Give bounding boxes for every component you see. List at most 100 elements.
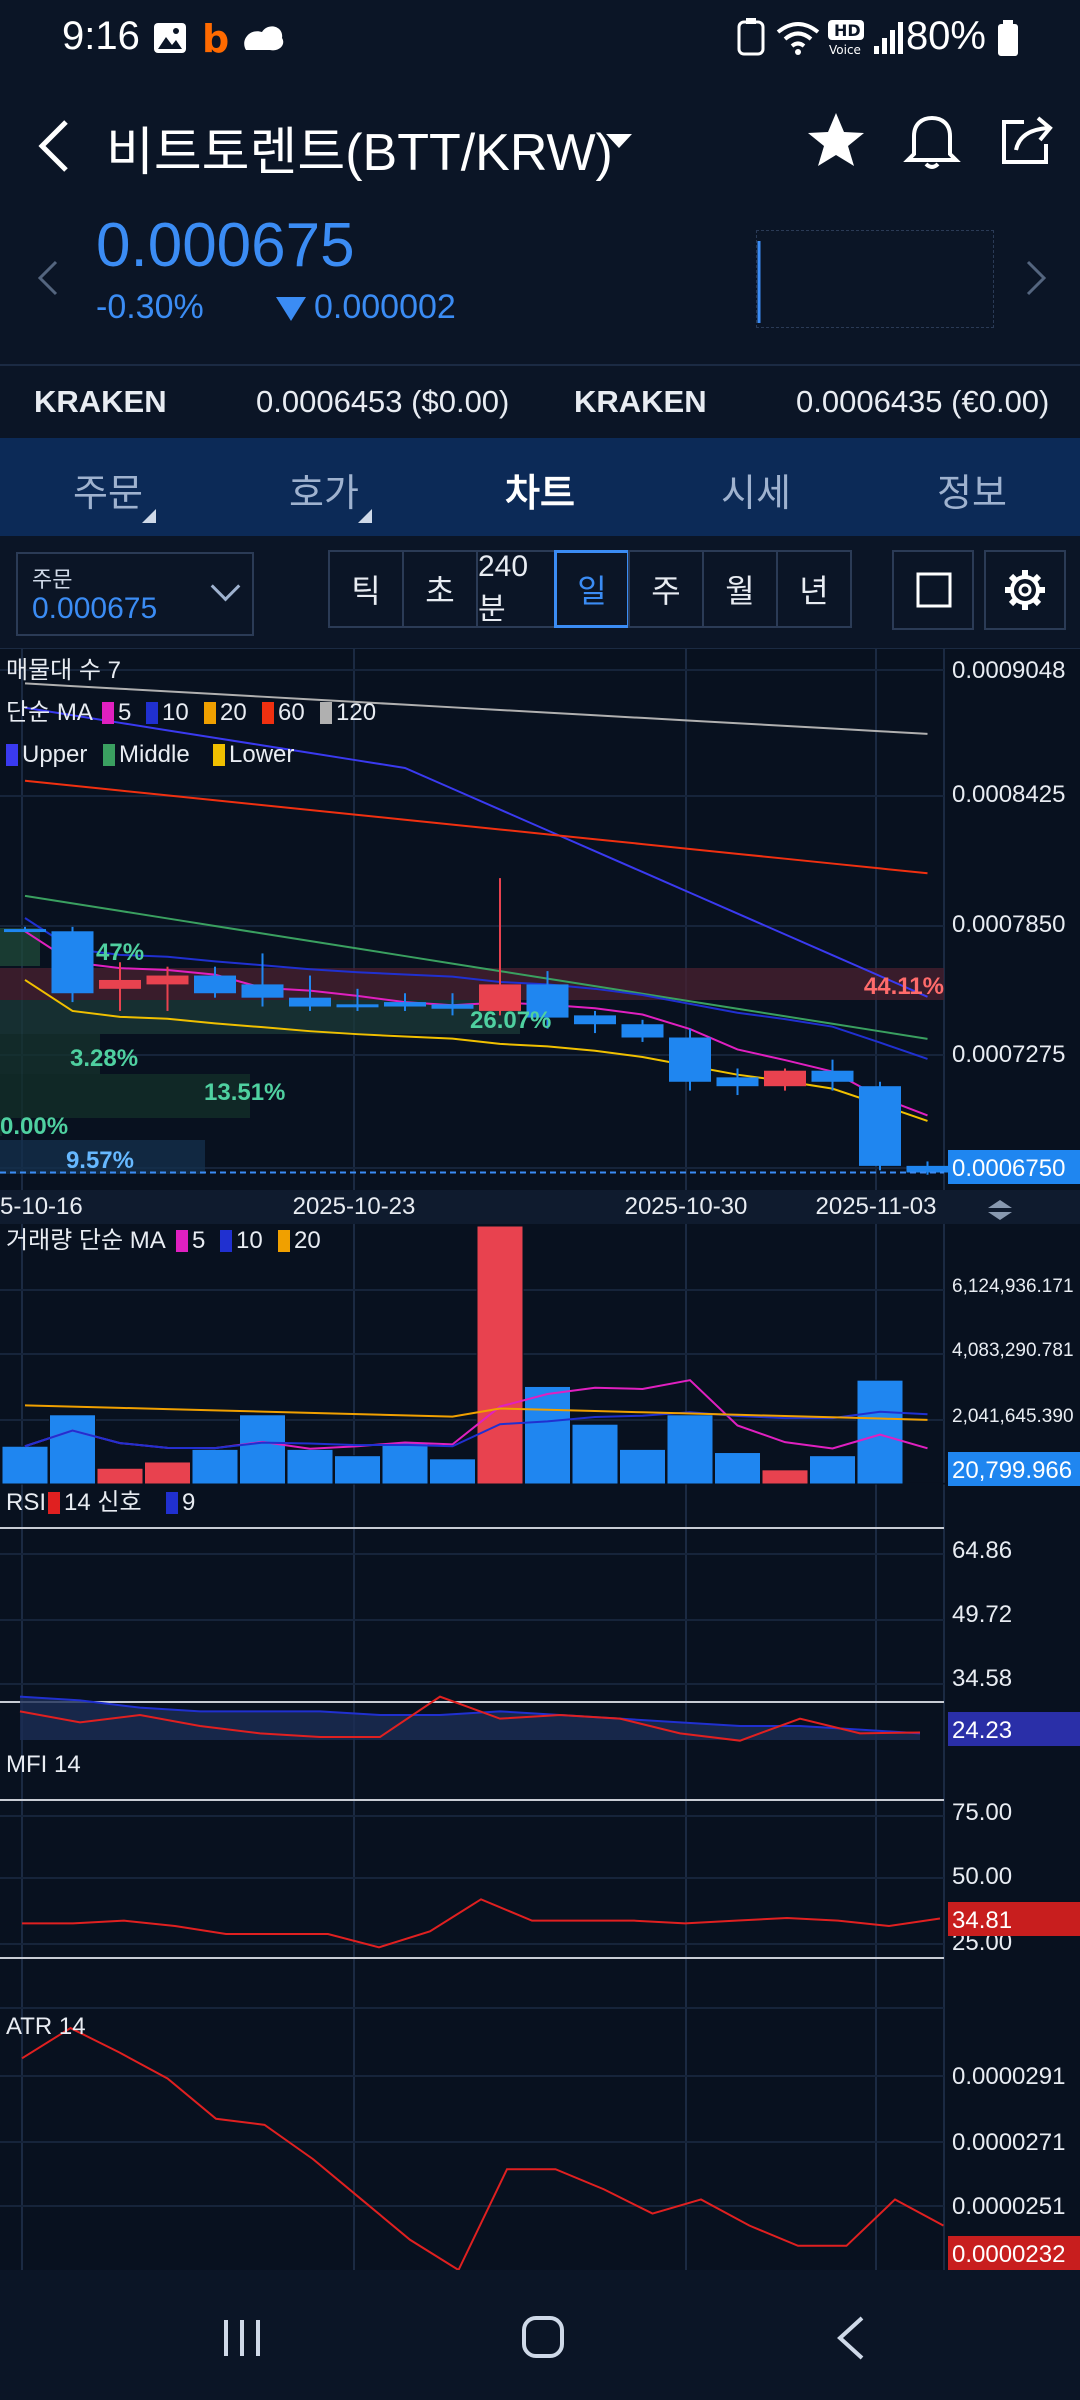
time-axis xyxy=(0,1190,1080,1224)
svg-text:b: b xyxy=(202,18,229,58)
candle-body xyxy=(764,1070,806,1087)
volume-current-tag-text: 20,799.966 xyxy=(952,1457,1072,1484)
candle-body xyxy=(99,979,141,989)
star-icon[interactable] xyxy=(806,110,866,175)
period-month[interactable]: 월 xyxy=(702,550,778,628)
atr-line xyxy=(21,2026,944,2270)
price-axis-tick: 0.0009048 xyxy=(952,657,1065,684)
candle-body xyxy=(621,1024,664,1038)
band-legend-label: Lower xyxy=(229,741,294,768)
nfc-icon xyxy=(736,18,766,58)
volume-ma20-line xyxy=(24,1404,928,1421)
period-week[interactable]: 주 xyxy=(628,550,704,628)
next-chevron-icon[interactable] xyxy=(1024,258,1048,303)
chart-area[interactable]: 매물대 수 7 단순 MA 5 10 20 60 120 Upper Middle Lower 47… xyxy=(0,648,1080,2270)
mfi-axis-tick: 50.00 xyxy=(952,1863,1012,1890)
volume-axis-tick: 6,124,936.171 xyxy=(952,1276,1074,1297)
svg-text:HD: HD xyxy=(834,21,861,40)
candle-body xyxy=(859,1086,901,1166)
ma-legend-swatch xyxy=(102,702,114,724)
chart-settings-button[interactable] xyxy=(984,550,1066,630)
volume-profile-bar xyxy=(0,968,944,1000)
candle-body xyxy=(336,1004,379,1008)
svg-text:Voice: Voice xyxy=(829,43,861,57)
order-select[interactable]: 주문 0.000675 xyxy=(16,552,254,636)
gallery-icon xyxy=(152,18,188,58)
exchange-value-2: 0.0006435 (€0.00) xyxy=(796,384,1050,419)
page-title[interactable]: 비트토렌트(BTT/KRW) xyxy=(106,124,613,182)
volume-bar xyxy=(619,1448,666,1485)
ma-legend-period: 120 xyxy=(336,699,376,726)
order-select-label: 주문 xyxy=(32,567,73,592)
tab-orderbook[interactable]: 호가 xyxy=(254,462,394,523)
tab-info[interactable]: 정보 xyxy=(937,473,1007,515)
volume-profile-label: 26.07% xyxy=(470,1007,551,1034)
tab-quotes[interactable]: 시세 xyxy=(721,473,791,515)
middle-band-line xyxy=(24,894,928,1040)
ma-legend-period: 10 xyxy=(162,699,189,726)
time-axis-tick: 2025-10-30 xyxy=(625,1193,748,1220)
ma-legend-label: 단순 MA xyxy=(6,699,93,726)
ma-legend-swatch xyxy=(320,702,332,724)
back-icon[interactable] xyxy=(830,2314,870,2367)
tab-chart[interactable]: 차트 xyxy=(505,473,575,515)
home-icon[interactable] xyxy=(520,2314,566,2365)
volume-legend-period: 5 xyxy=(192,1227,205,1254)
down-triangle-icon xyxy=(276,297,306,322)
period-selector: 틱 초 240분 일 주 월 년 xyxy=(328,550,852,632)
back-chevron-left-icon[interactable] xyxy=(34,116,74,181)
volume-bar xyxy=(1,1445,49,1485)
volume-bar xyxy=(49,1414,96,1485)
volume-bar xyxy=(239,1414,286,1485)
period-second[interactable]: 초 xyxy=(402,550,478,628)
mfi-line xyxy=(22,1898,941,1949)
recent-apps-icon[interactable] xyxy=(220,2316,266,2365)
mfi-axis-tick: 75.00 xyxy=(952,1799,1012,1826)
fullscreen-button[interactable] xyxy=(892,550,974,630)
candle-body xyxy=(289,997,331,1007)
share-icon[interactable] xyxy=(998,110,1058,175)
atr-title: ATR 14 xyxy=(6,2013,86,2040)
atr-current-tag xyxy=(948,2236,1080,2270)
tab-order[interactable]: 주문 xyxy=(38,462,178,523)
volume-bar xyxy=(571,1423,619,1485)
exchange-name-1: KRAKEN xyxy=(34,384,167,419)
candle-body xyxy=(146,975,189,985)
title-dropdown-icon[interactable] xyxy=(604,132,634,157)
prev-chevron-icon[interactable] xyxy=(36,258,60,303)
volume-ma10-line xyxy=(24,1410,928,1450)
volume-profile-bar xyxy=(0,1074,250,1118)
ma-legend-swatch xyxy=(146,702,158,724)
status-bar: 9:16 b HD Voice 80% xyxy=(0,0,1080,80)
mini-chart[interactable] xyxy=(756,230,994,328)
volume-legend-swatch xyxy=(220,1230,232,1252)
volume-profile-label: 44.11% xyxy=(864,973,944,1000)
rsi-axis-tick: 34.58 xyxy=(952,1665,1012,1692)
exchange-row: KRAKEN 0.0006453 ($0.00) KRAKEN 0.000643… xyxy=(0,364,1080,438)
scroll-down-arrow-icon xyxy=(988,1212,1012,1220)
app-header: 비트토렌트(BTT/KRW) xyxy=(0,80,1080,200)
price-axis-tick: 0.0007850 xyxy=(952,911,1065,938)
period-tick[interactable]: 틱 xyxy=(328,550,404,628)
volume-legend-period: 10 xyxy=(236,1227,263,1254)
rsi-current-tag xyxy=(948,1712,1080,1746)
rsi-title: RSI xyxy=(6,1489,46,1516)
volume-bar xyxy=(666,1414,714,1485)
volume-profile-bar xyxy=(0,928,40,966)
band-legend-label: Middle xyxy=(119,741,190,768)
current-price: 0.000675 xyxy=(96,211,355,280)
volume-bar xyxy=(904,1482,951,1485)
b-app-icon: b xyxy=(200,18,230,58)
mfi-title: MFI 14 xyxy=(6,1751,81,1778)
atr-axis-tick: 0.0000291 xyxy=(952,2063,1065,2090)
bell-icon[interactable] xyxy=(902,110,962,175)
period-day[interactable]: 일 xyxy=(554,550,630,628)
period-year[interactable]: 년 xyxy=(776,550,852,628)
volume-axis-tick: 2,041,645.390 xyxy=(952,1406,1074,1427)
period-240min[interactable]: 240분 xyxy=(476,550,556,628)
ma-legend-swatch xyxy=(262,702,274,724)
band-legend-label: Upper xyxy=(22,741,87,768)
rsi-area xyxy=(20,1696,920,1740)
ma-legend-period: 60 xyxy=(278,699,305,726)
volume-axis-tick: 4,083,290.781 xyxy=(952,1340,1074,1361)
